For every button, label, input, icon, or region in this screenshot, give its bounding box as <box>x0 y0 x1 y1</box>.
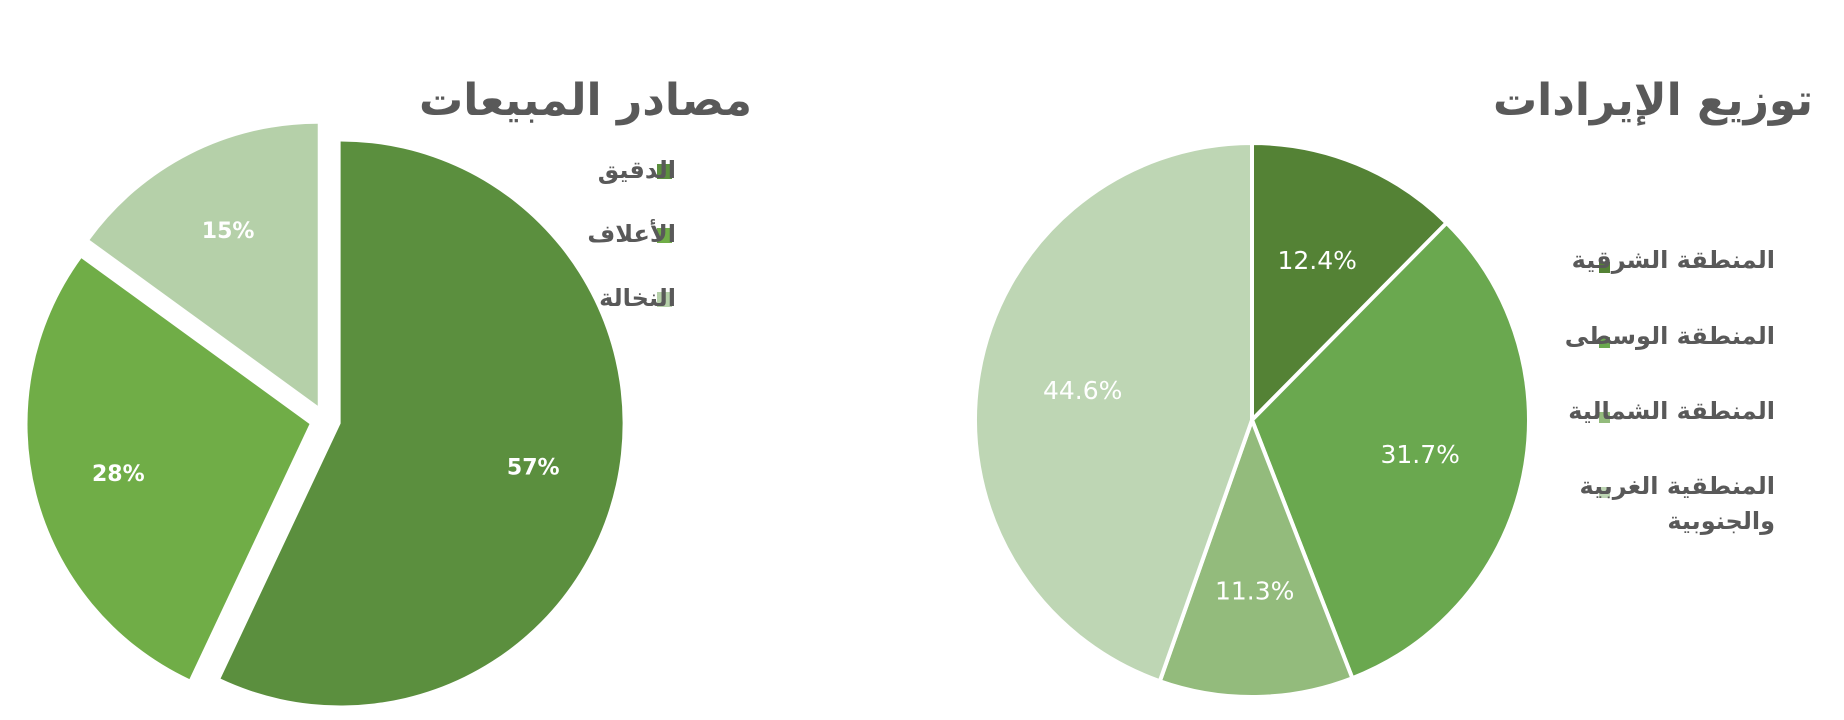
legend-swatch <box>657 292 672 307</box>
legend-label: الأعلاف <box>587 219 676 248</box>
pie-slice <box>1157 418 1355 699</box>
pie-slice <box>973 141 1254 684</box>
value-labels-revenue-distribution: 12.4% 31.7% 11.3% 44.6% <box>1043 246 1460 606</box>
pie-slice <box>1250 220 1531 681</box>
legend-label-line-2: والجنوبية <box>1667 507 1775 535</box>
legend-item: الأعلاف <box>587 219 676 248</box>
slice-value-label: 57% <box>507 456 560 481</box>
legend-label: المنطقة الوسطى <box>1565 322 1775 350</box>
legend-item: الدقيق <box>598 156 676 184</box>
pie-slice <box>1250 141 1449 422</box>
legend-item: المنطقية الغربية والجنوبية <box>1579 472 1775 535</box>
revenue-distribution-chart: توزيع الإيرادات 12.4% 31.7% 11.3% 44.6% الم… <box>973 75 1813 699</box>
legend-swatch <box>1599 262 1610 273</box>
sales-sources-chart: مصادر المبيعات 57% 28% 15% الدقيق الأعلاف … <box>27 75 752 706</box>
legend-swatch <box>1599 487 1610 498</box>
pie-slices-revenue-distribution <box>973 141 1531 699</box>
legend-item: النخالة <box>599 284 676 312</box>
legend-label: النخالة <box>599 284 676 312</box>
pie-slices-sales-sources <box>27 123 623 706</box>
legend-item: المنطقة الشرقية <box>1572 246 1775 274</box>
value-labels-sales-sources: 57% 28% 15% <box>92 219 560 487</box>
legend-swatch <box>1599 337 1610 348</box>
legend-swatch <box>1599 412 1610 423</box>
legend-revenue-distribution: المنطقة الشرقية المنطقة الوسطى المنطقة ا… <box>1565 246 1775 535</box>
chart-title-revenue-distribution: توزيع الإيرادات <box>1493 75 1813 126</box>
slice-value-label: 31.7% <box>1380 440 1459 469</box>
legend-item: المنطقة الوسطى <box>1565 322 1775 350</box>
legend-label-line-1: المنطقية الغربية <box>1579 472 1775 500</box>
slice-value-label: 28% <box>92 462 145 487</box>
legend-swatch <box>657 164 672 179</box>
pie-slice <box>27 258 310 680</box>
slice-value-label: 15% <box>202 219 255 244</box>
chart-title-sales-sources: مصادر المبيعات <box>419 75 752 126</box>
legend-item: المنطقة الشمالية <box>1568 397 1775 425</box>
legend-swatch <box>657 228 672 243</box>
legend-sales-sources: الدقيق الأعلاف النخالة <box>587 156 676 312</box>
slice-value-label: 44.6% <box>1043 376 1122 405</box>
legend-label: المنطقة الشرقية <box>1572 246 1775 274</box>
slice-value-label: 12.4% <box>1278 246 1357 275</box>
pie-slice <box>220 141 623 706</box>
pie-slice <box>89 123 318 406</box>
legend-label: المنطقة الشمالية <box>1568 397 1775 425</box>
legend-label: الدقيق <box>598 156 676 184</box>
slice-value-label: 11.3% <box>1215 577 1294 606</box>
